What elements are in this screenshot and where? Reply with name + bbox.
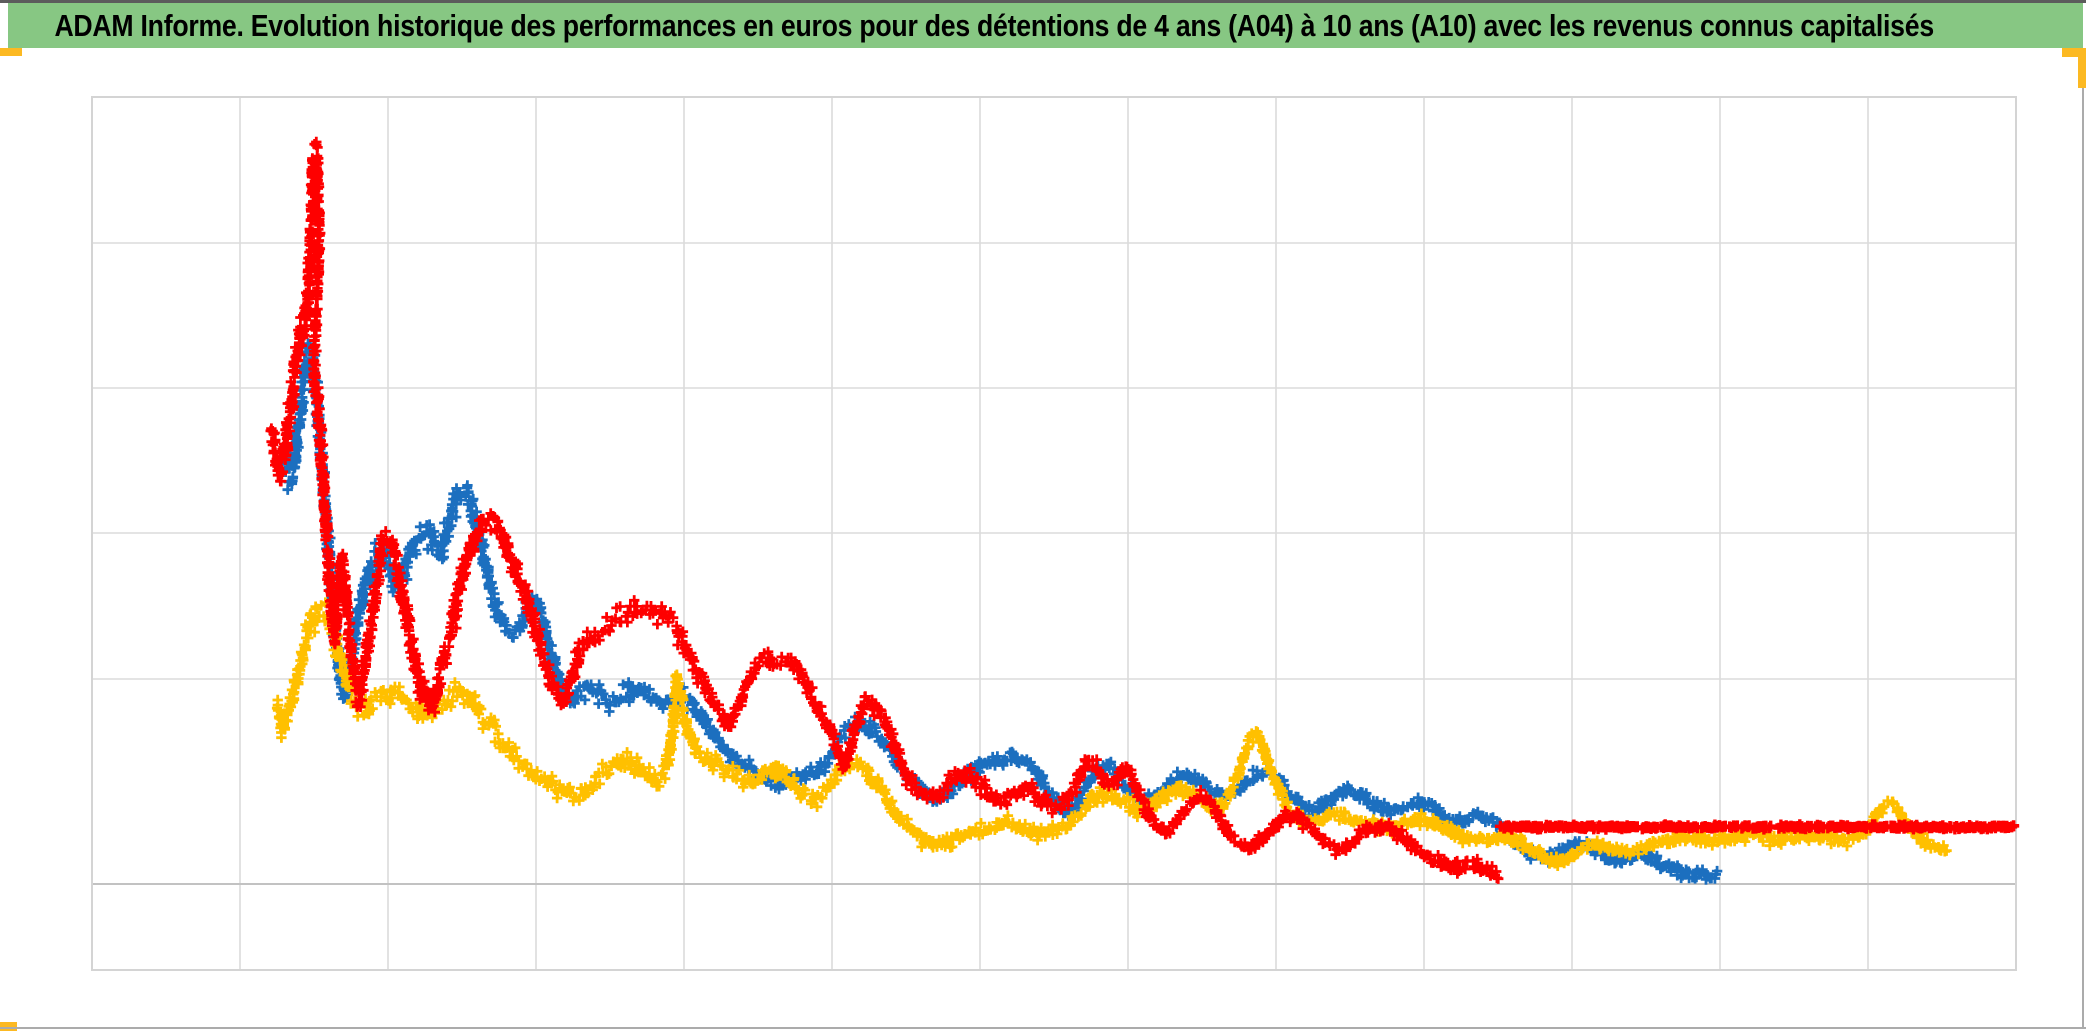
page-title: ADAM Informe. Evolution historique des p… bbox=[54, 7, 1934, 43]
selection-handle-bottom-left[interactable] bbox=[0, 1022, 17, 1031]
selection-handle-top-right-horizontal[interactable] bbox=[2062, 48, 2086, 57]
selection-handle-top-right-vertical[interactable] bbox=[2078, 48, 2086, 88]
placeholder-frame-right-edge bbox=[2082, 88, 2084, 1028]
placeholder-frame-bottom-edge bbox=[0, 1027, 2086, 1029]
series-red bbox=[265, 136, 1504, 884]
slide-title-bar: ADAM Informe. Evolution historique des p… bbox=[8, 3, 2083, 48]
series-yellow bbox=[271, 597, 1952, 871]
selection-handle-top-left[interactable] bbox=[0, 48, 22, 56]
window-top-border bbox=[0, 0, 2086, 3]
series-red-flat-line bbox=[1494, 819, 2020, 835]
